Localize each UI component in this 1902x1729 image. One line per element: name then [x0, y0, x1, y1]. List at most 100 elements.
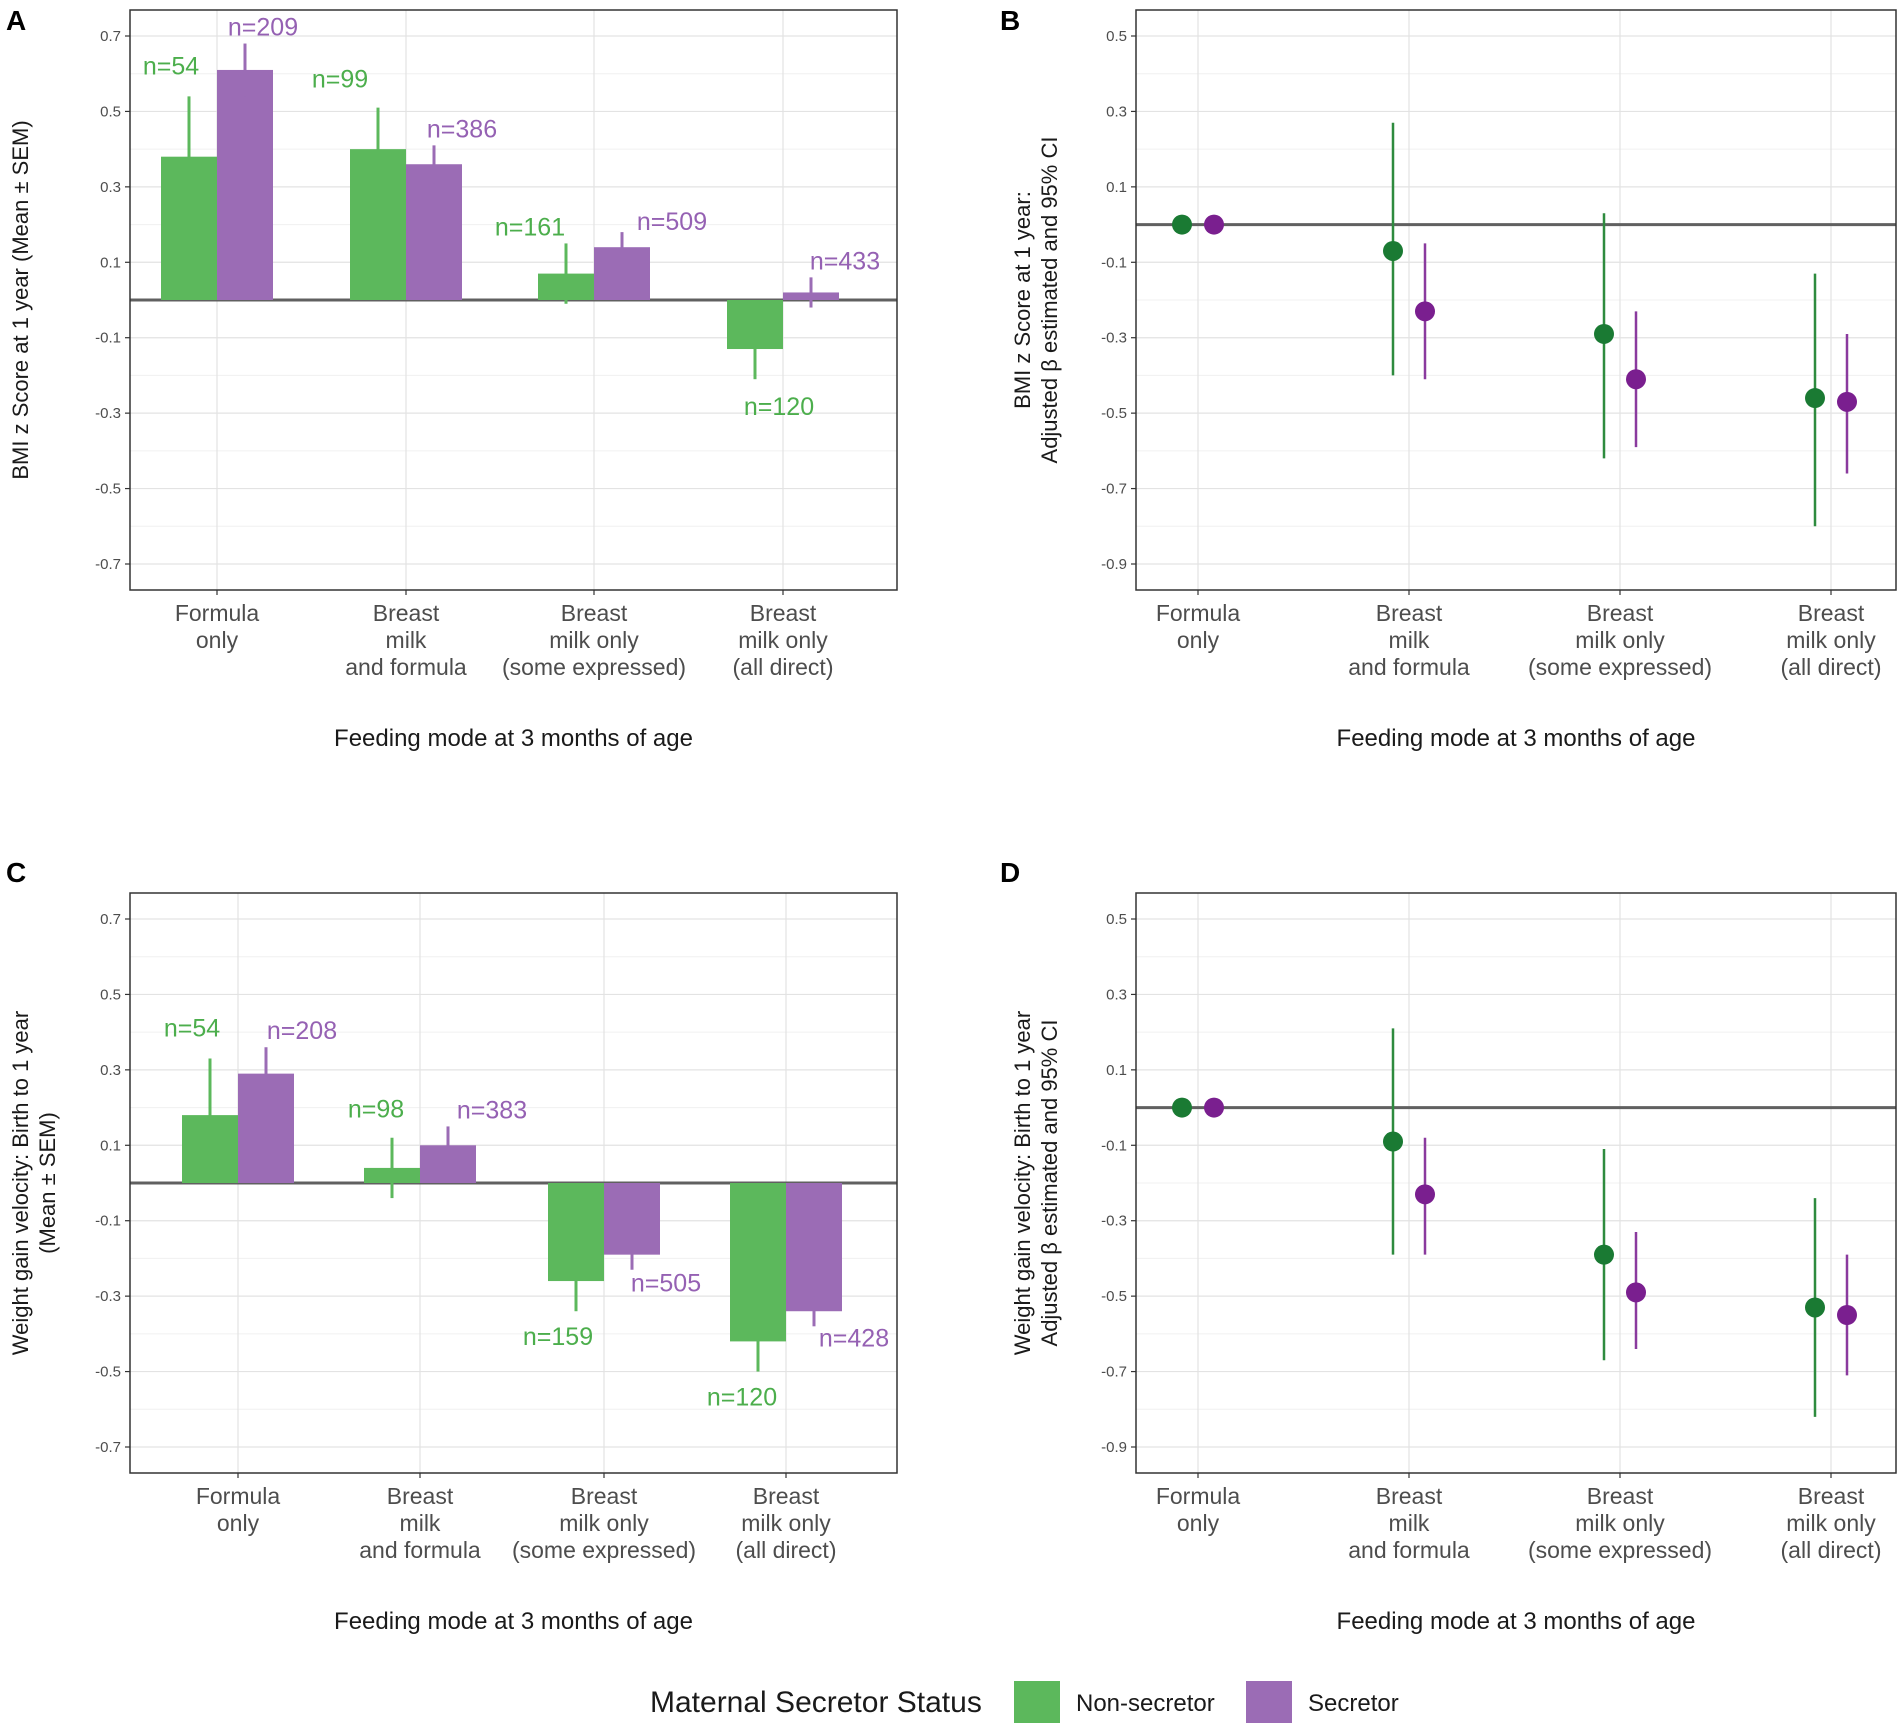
n-label: n=208 [267, 1017, 337, 1045]
legend-swatch-secretor [1246, 1681, 1292, 1723]
n-label: n=54 [143, 52, 199, 80]
n-label: n=120 [744, 393, 814, 421]
x-category-line: (some expressed) [512, 1537, 696, 1563]
bar-secretor [786, 1183, 842, 1312]
plot-frame [1135, 892, 1897, 1474]
y-tick-label: -0.5 [95, 1364, 121, 1381]
x-category-line: (all direct) [736, 1537, 837, 1563]
x-category-line: Breast [571, 1483, 638, 1509]
y-tick-label: -0.5 [1101, 405, 1127, 422]
x-axis-title: Feeding mode at 3 months of age [1337, 1608, 1696, 1635]
x-category-label: Breast milk only (all direct) [736, 1483, 837, 1563]
point-secretor [1204, 1097, 1224, 1118]
x-category-line: milk [400, 1510, 441, 1536]
point-nonsecretor [1172, 1097, 1192, 1118]
x-category-line: (some expressed) [1528, 1537, 1712, 1563]
point-nonsecretor [1805, 388, 1825, 409]
legend-label-nonsecretor: Non-secretor [1076, 1690, 1215, 1717]
x-category-line: Formula [196, 1483, 281, 1509]
x-axis-title: Feeding mode at 3 months of age [334, 1608, 693, 1635]
y-tick-label: 0.1 [100, 254, 121, 271]
point-nonsecretor [1172, 214, 1192, 235]
x-category-line: Breast [1798, 1483, 1865, 1509]
point-secretor [1837, 391, 1857, 412]
x-category-line: Breast [387, 1483, 454, 1509]
point-nonsecretor [1805, 1297, 1825, 1318]
y-tick-label: 0.3 [100, 1062, 121, 1079]
x-category-line: milk only [1575, 1510, 1665, 1536]
y-tick-label: 0.7 [100, 911, 121, 928]
x-category-line: Breast [1798, 600, 1865, 626]
n-label: n=505 [631, 1270, 701, 1298]
y-tick-label: -0.1 [1101, 254, 1127, 271]
panel-letter: D [1000, 857, 1020, 888]
x-category-line: Breast [753, 1483, 820, 1509]
n-label: n=54 [164, 1015, 220, 1043]
point-secretor [1415, 1184, 1435, 1205]
legend-title: Maternal Secretor Status [650, 1686, 982, 1719]
x-category-line: only [1177, 1510, 1220, 1536]
point-secretor [1626, 369, 1646, 390]
x-category-label: Breast milk and formula [1348, 1483, 1470, 1563]
n-label: n=386 [427, 115, 497, 143]
x-category-line: only [196, 627, 239, 653]
point-secretor [1415, 301, 1435, 322]
legend-label-secretor: Secretor [1308, 1690, 1399, 1717]
x-category-line: (all direct) [1781, 1537, 1882, 1563]
panel-letter: C [6, 857, 26, 888]
x-category-label: Breast milk only (all direct) [733, 600, 834, 680]
n-label: n=159 [523, 1323, 593, 1351]
y-tick-label: 0.1 [1106, 179, 1127, 196]
y-tick-label: -0.1 [95, 330, 121, 347]
y-axis-title: Weight gain velocity: Birth to 1 year [1010, 1011, 1035, 1355]
x-category-line: milk only [1575, 627, 1665, 653]
x-category-line: milk [1389, 1510, 1430, 1536]
y-tick-label: -0.3 [1101, 1213, 1127, 1230]
x-category-line: milk only [1786, 627, 1876, 653]
n-label: n=209 [228, 14, 298, 42]
point-secretor [1837, 1305, 1857, 1325]
y-tick-label: -0.5 [95, 481, 121, 498]
y-axis-title: BMI z Score at 1 year: [1010, 191, 1035, 409]
x-category-line: Breast [1376, 1483, 1443, 1509]
y-tick-label: -0.3 [95, 405, 121, 422]
y-tick-label: 0.5 [100, 986, 121, 1003]
y-tick-label: -0.7 [1101, 481, 1127, 498]
y-tick-label: -0.3 [95, 1288, 121, 1305]
x-category-label: Breast milk only (some expressed) [512, 1483, 696, 1563]
y-tick-label: -0.5 [1101, 1288, 1127, 1305]
x-category-line: Breast [750, 600, 817, 626]
x-category-label: Formula only [1156, 600, 1241, 653]
x-category-line: Breast [561, 600, 628, 626]
x-category-line: milk only [559, 1510, 649, 1536]
point-nonsecretor [1383, 1131, 1403, 1152]
x-category-label: Breast milk and formula [345, 600, 467, 680]
point-nonsecretor [1594, 323, 1614, 344]
point-secretor [1204, 214, 1224, 235]
n-label: n=428 [819, 1324, 889, 1352]
y-tick-label: 0.1 [100, 1137, 121, 1154]
x-category-line: Formula [1156, 1483, 1241, 1509]
x-category-line: milk [1389, 627, 1430, 653]
n-label: n=98 [348, 1096, 404, 1124]
panel-letter: A [6, 5, 26, 36]
x-category-label: Formula only [1156, 1483, 1241, 1536]
x-category-line: Formula [175, 600, 260, 626]
x-category-line: milk [386, 627, 427, 653]
panel-a: n=54 n=99 n=161 n=120 n=209 n=386 n=509 n=433 0.… [6, 5, 898, 752]
n-label: n=99 [312, 66, 368, 94]
x-category-line: milk only [549, 627, 639, 653]
x-category-line: (all direct) [1781, 654, 1882, 680]
x-category-label: Breast milk only (all direct) [1781, 600, 1882, 680]
legend-swatch-nonsecretor [1014, 1681, 1060, 1723]
plot-frame [1135, 9, 1897, 591]
n-label: n=433 [810, 247, 880, 275]
x-category-label: Breast milk and formula [1348, 600, 1470, 680]
point-secretor [1626, 1282, 1646, 1303]
x-category-line: only [1177, 627, 1220, 653]
y-tick-label: 0.7 [100, 28, 121, 45]
x-category-label: Breast milk only (some expressed) [1528, 600, 1712, 680]
n-label: n=509 [637, 208, 707, 236]
y-tick-label: 0.5 [100, 103, 121, 120]
